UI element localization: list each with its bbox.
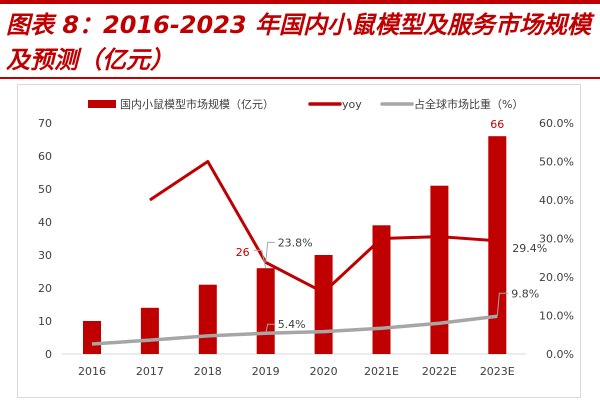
data-label: 5.4% <box>278 318 306 331</box>
bar <box>372 225 391 354</box>
right-tick-label: 30.0% <box>539 233 574 246</box>
x-tick-label: 2023E <box>480 365 515 378</box>
right-tick-label: 60.0% <box>539 117 574 130</box>
data-label: 66 <box>490 118 504 131</box>
bar <box>140 307 159 354</box>
legend-label: yoy <box>342 98 362 111</box>
x-tick-label: 2019 <box>252 365 280 378</box>
left-tick-label: 20 <box>38 282 52 295</box>
data-label: 29.4% <box>512 242 547 255</box>
left-tick-label: 30 <box>38 249 52 262</box>
legend-swatch-bar <box>88 100 116 108</box>
bar <box>256 268 275 354</box>
left-tick-label: 10 <box>38 315 52 328</box>
label-leader-line <box>496 292 509 317</box>
data-label: 26 <box>236 246 250 259</box>
x-tick-label: 2016 <box>78 365 106 378</box>
chart-frame <box>17 84 581 398</box>
title-rule <box>0 77 600 79</box>
left-tick-label: 50 <box>38 183 52 196</box>
legend-label: 国内小鼠模型市场规模（亿元） <box>120 97 274 111</box>
right-tick-label: 40.0% <box>539 194 574 207</box>
bar <box>430 185 449 354</box>
right-tick-label: 0.0% <box>546 348 574 361</box>
right-tick-label: 20.0% <box>539 271 574 284</box>
chart-title: 图表 8：2016-2023 年国内小鼠模型及服务市场规模及预测（亿元） <box>6 11 591 74</box>
bar <box>314 255 333 354</box>
x-tick-label: 2020 <box>310 365 338 378</box>
x-tick-label: 2022E <box>422 365 457 378</box>
left-tick-label: 0 <box>45 348 52 361</box>
left-tick-label: 70 <box>38 117 52 130</box>
left-tick-label: 60 <box>38 150 52 163</box>
label-leader-line <box>253 249 267 269</box>
data-label: 23.8% <box>278 236 313 249</box>
x-tick-label: 2017 <box>136 365 164 378</box>
right-tick-label: 50.0% <box>539 156 574 169</box>
left-tick-label: 40 <box>38 216 52 229</box>
right-tick-label: 10.0% <box>539 310 574 323</box>
x-tick-label: 2021E <box>364 365 399 378</box>
x-tick-label: 2018 <box>194 365 222 378</box>
bar <box>83 321 101 354</box>
bar <box>198 284 217 354</box>
label-leader-line <box>265 323 275 334</box>
global-share-line <box>91 314 498 346</box>
legend-label: 占全球市场比重（%） <box>414 97 523 111</box>
label-leader-line <box>265 241 275 263</box>
top-rule <box>0 0 600 4</box>
bar <box>488 136 507 354</box>
data-label: 9.8% <box>511 287 539 300</box>
